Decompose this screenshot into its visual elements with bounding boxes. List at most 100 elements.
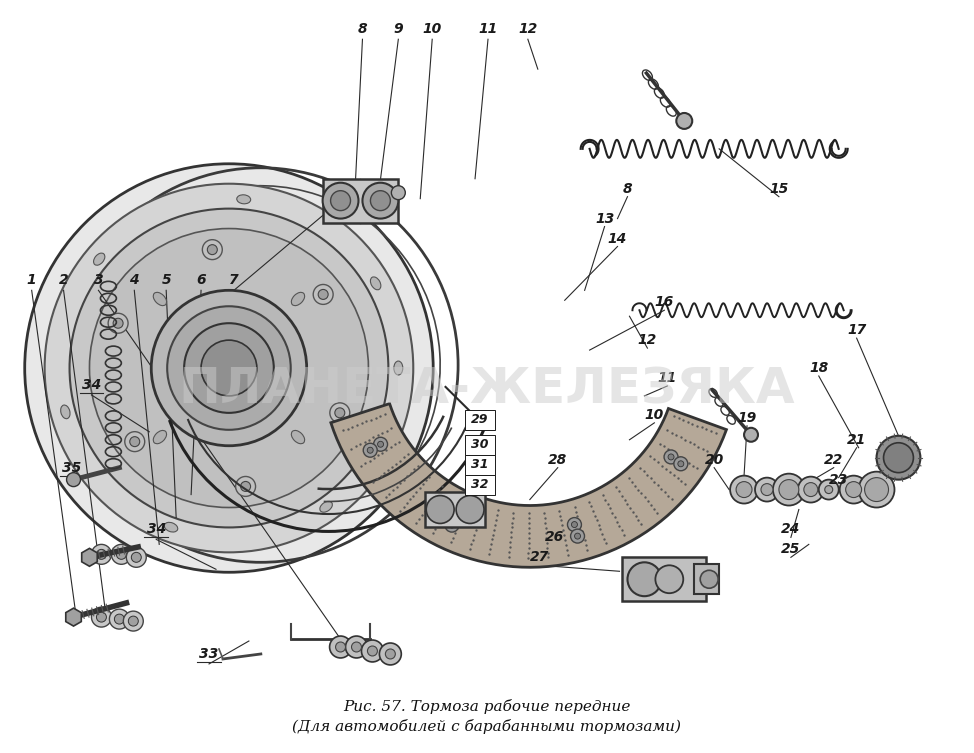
Circle shape [744, 428, 758, 442]
Text: 32: 32 [471, 478, 489, 491]
Circle shape [367, 447, 373, 453]
Circle shape [627, 562, 661, 596]
Circle shape [656, 566, 684, 593]
Text: 7: 7 [229, 273, 239, 288]
Circle shape [96, 612, 106, 622]
Text: 19: 19 [737, 411, 757, 425]
Text: 11: 11 [478, 23, 498, 36]
Circle shape [314, 285, 333, 304]
Text: 3: 3 [94, 273, 103, 288]
Text: 28: 28 [548, 453, 568, 467]
Circle shape [66, 473, 81, 486]
Circle shape [427, 495, 454, 523]
Circle shape [361, 640, 384, 662]
Text: 1: 1 [27, 273, 36, 288]
Circle shape [865, 477, 888, 501]
Circle shape [761, 483, 773, 495]
Text: 14: 14 [608, 231, 627, 245]
Circle shape [335, 408, 345, 418]
Circle shape [352, 642, 361, 652]
Circle shape [363, 444, 377, 457]
Circle shape [241, 481, 250, 492]
Circle shape [346, 636, 367, 658]
Ellipse shape [291, 292, 305, 306]
Circle shape [825, 486, 833, 493]
Circle shape [168, 306, 290, 430]
Circle shape [330, 191, 351, 211]
Circle shape [676, 113, 693, 129]
Circle shape [236, 477, 255, 496]
Polygon shape [82, 548, 97, 566]
Circle shape [131, 553, 141, 562]
Text: 27: 27 [530, 550, 549, 564]
Text: 22: 22 [824, 453, 843, 467]
Text: 5: 5 [162, 273, 171, 288]
Text: 25: 25 [781, 542, 801, 556]
Circle shape [90, 229, 368, 508]
Circle shape [779, 480, 799, 499]
Circle shape [69, 209, 389, 527]
Polygon shape [694, 564, 719, 594]
Text: 9: 9 [393, 23, 403, 36]
Circle shape [318, 289, 328, 300]
Circle shape [129, 616, 138, 626]
Circle shape [845, 482, 862, 498]
Circle shape [678, 461, 684, 467]
Circle shape [700, 570, 718, 588]
Text: 4: 4 [130, 273, 139, 288]
Text: 35: 35 [62, 461, 81, 474]
Text: 10: 10 [423, 23, 442, 36]
Text: 13: 13 [595, 212, 615, 226]
Circle shape [755, 477, 779, 501]
Ellipse shape [237, 195, 250, 204]
Bar [465, 410, 495, 430]
Text: 34: 34 [82, 378, 101, 392]
Circle shape [362, 183, 398, 218]
Circle shape [798, 477, 824, 502]
Circle shape [127, 547, 146, 567]
Circle shape [568, 517, 581, 532]
Circle shape [92, 544, 111, 564]
Text: Рис. 57. Тормоза рабочие передние: Рис. 57. Тормоза рабочие передние [343, 700, 631, 715]
Circle shape [456, 495, 484, 523]
Polygon shape [331, 404, 727, 567]
Circle shape [367, 646, 377, 656]
Text: 20: 20 [704, 453, 724, 467]
Circle shape [674, 457, 688, 471]
Polygon shape [622, 557, 706, 601]
Circle shape [575, 533, 581, 539]
Circle shape [116, 550, 127, 559]
Circle shape [736, 482, 752, 498]
Text: 8: 8 [357, 23, 367, 36]
Circle shape [450, 508, 464, 521]
Circle shape [330, 403, 350, 422]
Circle shape [92, 607, 111, 627]
Circle shape [664, 450, 678, 464]
Ellipse shape [319, 501, 332, 512]
Bar [465, 455, 495, 474]
Ellipse shape [370, 277, 381, 290]
Circle shape [329, 636, 352, 658]
Text: 23: 23 [829, 473, 848, 486]
Text: 24: 24 [781, 523, 801, 536]
Circle shape [571, 529, 584, 543]
Circle shape [445, 518, 459, 532]
Ellipse shape [94, 253, 105, 265]
Text: (Для автомобилей с барабанными тормозами): (Для автомобилей с барабанными тормозами… [292, 719, 682, 734]
Circle shape [883, 443, 914, 473]
Circle shape [572, 522, 578, 528]
Circle shape [668, 454, 674, 460]
Text: 6: 6 [196, 273, 206, 288]
Ellipse shape [153, 431, 167, 444]
Circle shape [108, 313, 128, 334]
Circle shape [114, 614, 125, 624]
Ellipse shape [165, 523, 178, 532]
Text: 29: 29 [471, 413, 489, 426]
Circle shape [819, 480, 839, 499]
Circle shape [124, 611, 143, 631]
Text: 18: 18 [809, 361, 829, 375]
Text: 11: 11 [657, 371, 677, 385]
Circle shape [113, 319, 123, 328]
Circle shape [374, 437, 388, 451]
Ellipse shape [393, 361, 403, 375]
